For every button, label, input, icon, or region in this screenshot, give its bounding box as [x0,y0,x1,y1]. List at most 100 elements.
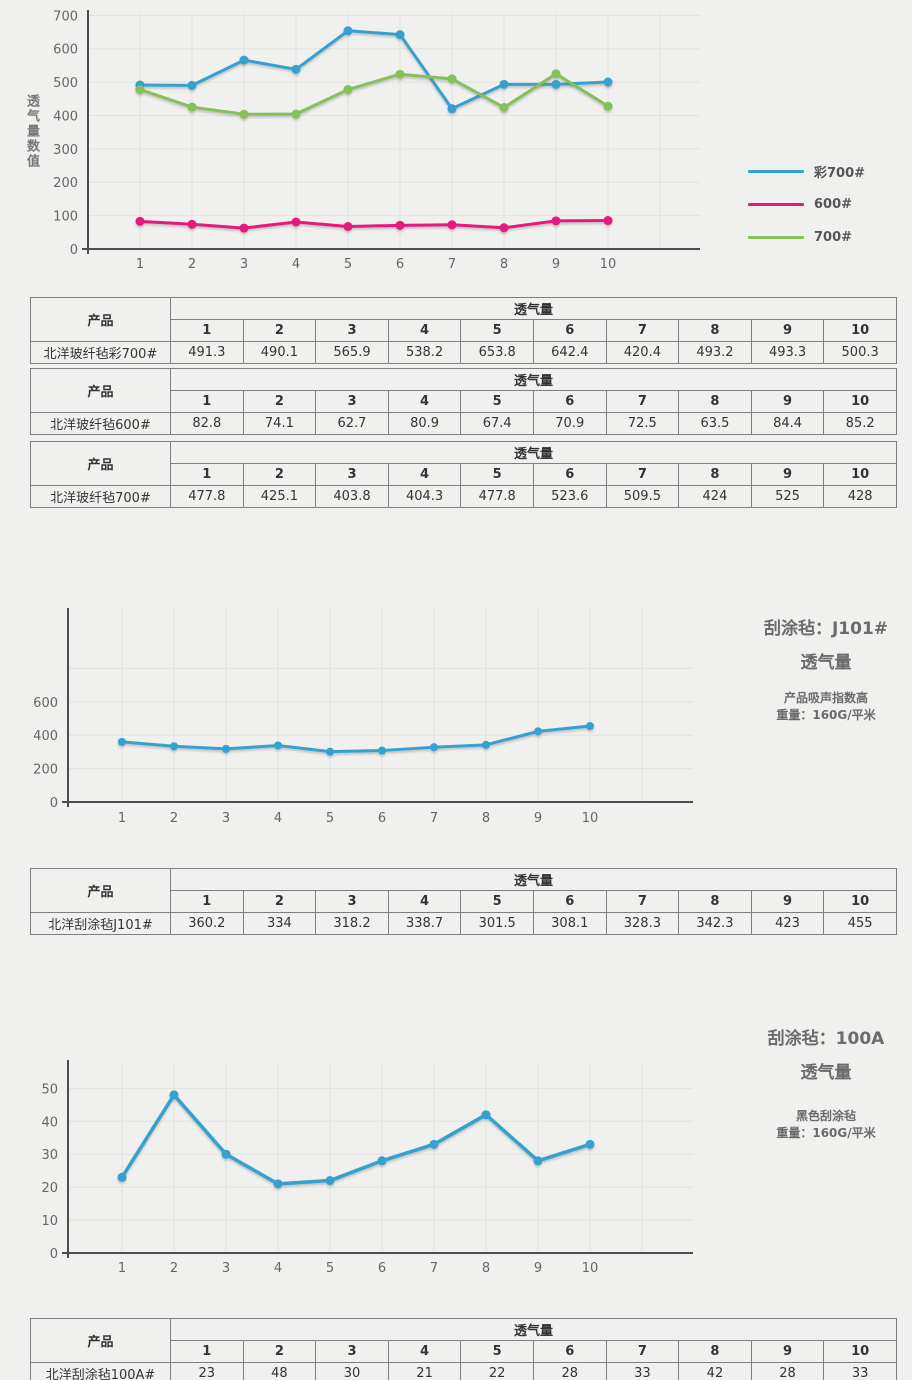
chart-axes [62,608,693,807]
column-header: 1 [170,390,244,413]
column-header: 8 [678,890,752,913]
data-point [482,740,490,749]
data-point [395,30,405,40]
value-cell: 525 [750,485,825,508]
legend-label: 彩700# [814,166,866,181]
legend-item-700#: 700# [748,221,865,254]
column-header: 2 [242,390,317,413]
x-tick-label: 5 [326,811,334,826]
data-point [395,220,405,230]
value-cell: 82.8 [170,412,244,435]
table-j101: 产品 透气量 1 2 3 4 5 6 7 8 9 10 北洋刮涂毡J101# 360.2 334 318.2 3… [30,868,897,935]
y-tick-label: 200 [53,176,78,191]
section-100a-note: 黑色刮涂毡 重量：160G/平米 [740,1108,912,1142]
x-tick-label: 6 [378,811,386,826]
data-table: 产品 透气量 1 2 3 4 5 6 7 8 9 10 北洋玻纤毡600# 82.8 74.1 62.7 80.… [30,368,897,435]
data-point [239,223,249,233]
group-header: 透气量 [170,1318,897,1341]
value-cell: 67.4 [460,412,534,435]
column-header: 8 [678,463,752,486]
column-header: 9 [750,463,825,486]
series-北洋刮涂毡100A# [117,1090,595,1189]
x-tick-label: 10 [582,811,599,826]
x-tick-label: 4 [274,1261,282,1276]
data-point [343,222,353,232]
column-header: 8 [678,1340,752,1363]
section-100a-title-line2: 透气量 [800,1063,852,1083]
data-point [377,1156,387,1166]
y-tick-labels: 0 10 20 30 40 50 [41,1082,58,1262]
section-100a-title-line1: 刮涂毡：100A [767,1029,885,1049]
value-cell: 328.3 [605,912,680,935]
value-cell: 403.8 [315,485,389,508]
data-point [187,80,197,90]
data-point [326,747,334,756]
value-cell: 70.9 [532,412,607,435]
y-tick-labels: 0 100 200 300 400 500 600 700 [53,9,78,258]
table-600: 产品 透气量 1 2 3 4 5 6 7 8 9 10 北洋玻纤毡600# 82.8 74.1 62.7 80.… [30,368,897,435]
column-header: 4 [387,463,462,486]
data-point [222,744,230,753]
value-cell: 28 [750,1362,825,1380]
y-tick-label: 0 [50,1247,58,1262]
table-row: 北洋刮涂毡100A# 23 48 30 21 22 28 33 42 28 33 [30,1362,897,1380]
value-cell: 493.2 [678,341,752,364]
column-header: 9 [750,1340,825,1363]
y-tick-label: 600 [33,696,58,711]
section-j101-title: 刮涂毡：J101# 透气量 [740,612,912,680]
value-cell: 342.3 [678,912,752,935]
column-header: 2 [242,319,317,342]
column-header: 3 [315,319,389,342]
group-header: 透气量 [170,297,897,320]
data-point [118,737,126,746]
chart-axes [82,10,700,254]
y-tick-label: 50 [41,1082,58,1097]
column-header: 1 [170,1340,244,1363]
column-header: 10 [823,463,897,486]
y-tick-label: 10 [41,1214,58,1229]
value-cell: 493.3 [750,341,825,364]
section-j101-title-line2: 透气量 [800,653,852,673]
value-cell: 423 [750,912,825,935]
x-tick-label: 8 [482,811,490,826]
column-header: 9 [750,390,825,413]
data-point [170,742,178,751]
column-header: 7 [605,890,680,913]
x-tick-label: 1 [136,257,144,272]
y-tick-labels: 0 200 400 600 [33,696,58,811]
series-line [120,724,592,754]
x-tick-label: 7 [448,257,456,272]
column-header: 5 [460,1340,534,1363]
value-cell: 84.4 [750,412,825,435]
data-point [169,1090,179,1100]
data-point [481,1110,491,1120]
group-header: 透气量 [170,368,897,391]
column-header: 1 [170,463,244,486]
x-tick-label: 2 [170,1261,178,1276]
value-cell: 424 [678,485,752,508]
x-tick-label: 1 [118,811,126,826]
series-北洋刮涂毡J101# [118,722,594,756]
data-point [430,743,438,752]
product-name-cell: 北洋玻纤毡700# [30,485,171,508]
column-header: 5 [460,890,534,913]
legend-item-彩700#: 彩700# [748,155,865,188]
legend-label: 600# [814,197,853,212]
column-header: 7 [605,1340,680,1363]
data-point [187,219,197,229]
data-point [447,74,457,84]
value-cell: 318.2 [315,912,389,935]
column-header: 5 [460,463,534,486]
data-point [135,85,145,95]
series-line [138,72,610,116]
value-cell: 425.1 [242,485,317,508]
column-header: 3 [315,463,389,486]
table-row: 北洋玻纤毡700# 477.8 425.1 403.8 404.3 477.8 523.6 5… [30,485,897,508]
x-tick-label: 8 [500,257,508,272]
table-cai700: 产品 透气量 1 2 3 4 5 6 7 8 9 10 北洋玻纤毡彩700# 491.3 490.1 565.… [30,297,897,364]
j101-permeability-chart: 0 200 400 600 1 2 3 4 5 6 7 8 9 10 [33,608,693,826]
value-cell: 500.3 [823,341,897,364]
value-cell: 455 [823,912,897,935]
series-700# [135,69,613,119]
group-header: 透气量 [170,868,897,891]
